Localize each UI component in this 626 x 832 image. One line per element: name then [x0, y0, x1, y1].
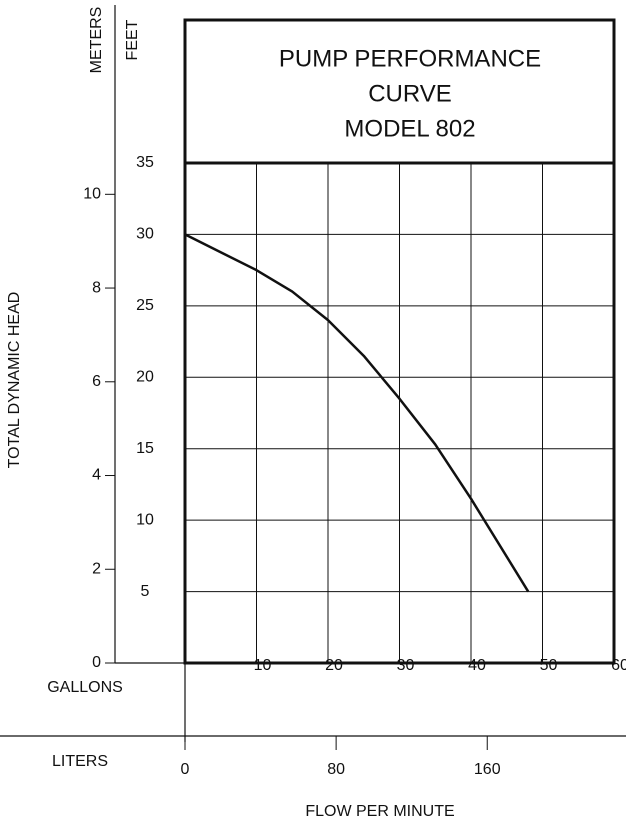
x2-tick-label: 80: [327, 761, 345, 778]
title: CURVE: [368, 80, 452, 107]
y-tick-label: 5: [141, 583, 150, 600]
y2-tick-label: 6: [92, 373, 101, 390]
x-tick-label: 20: [325, 657, 343, 674]
y2-tick-label: 10: [83, 186, 101, 203]
x2-tick-label: 0: [181, 761, 190, 778]
y-label: FEET: [124, 19, 141, 60]
x-tick-label: 50: [540, 657, 558, 674]
y2-tick-label: 8: [92, 279, 101, 296]
y-tick-label: 15: [136, 440, 154, 457]
y-tick-label: 25: [136, 297, 154, 314]
x2-tick-label: 160: [474, 761, 501, 778]
y2-tick-label: 2: [92, 560, 101, 577]
title: PUMP PERFORMANCE: [279, 45, 541, 72]
x2-label: LITERS: [52, 753, 108, 770]
x-tick-label: 10: [254, 657, 272, 674]
x-tick-label: 30: [397, 657, 415, 674]
x-tick-label: 40: [468, 657, 486, 674]
y-axis-title: TOTAL DYNAMIC HEAD: [6, 292, 23, 469]
y-tick-label: 10: [136, 511, 154, 528]
title: MODEL 802: [344, 115, 475, 142]
y-tick-label: 35: [136, 154, 154, 171]
x-tick-label: 60: [611, 657, 626, 674]
y-tick-label: 20: [136, 369, 154, 386]
performance-curve: [184, 233, 530, 593]
x-label: GALLONS: [47, 679, 123, 696]
y2-tick-label: 0: [92, 654, 101, 671]
y2-label: METERS: [88, 7, 105, 74]
x-axis-title: FLOW PER MINUTE: [305, 803, 454, 820]
y2-tick-label: 4: [92, 467, 101, 484]
y-tick-label: 30: [136, 226, 154, 243]
